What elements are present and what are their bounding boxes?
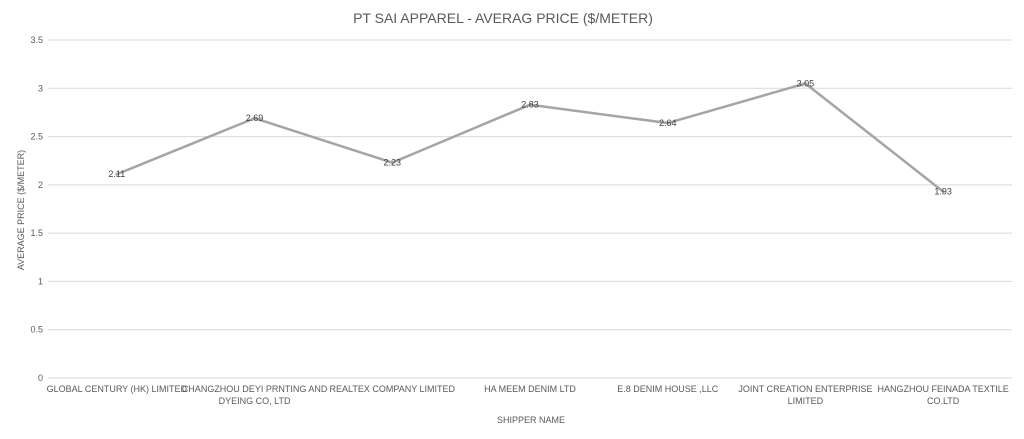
y-tick-label: 3 bbox=[38, 83, 43, 93]
data-point bbox=[666, 121, 670, 125]
data-label: 2.64 bbox=[659, 118, 677, 128]
x-tick-label: GLOBAL CENTURY (HK) LIMITED bbox=[47, 384, 188, 394]
data-point bbox=[115, 172, 119, 176]
data-point bbox=[941, 190, 945, 194]
x-axis-title: SHIPPER NAME bbox=[497, 415, 565, 425]
x-tick-label: CHANGZHOU DEYI PRNTING AND DYEING CO, LTD bbox=[182, 384, 328, 406]
y-tick-label: 1 bbox=[38, 276, 43, 286]
data-point bbox=[253, 116, 257, 120]
y-tick-label: 2.5 bbox=[30, 132, 43, 142]
data-labels: 2.11 2.69 2.23 2.83 2.64 3.05 1.93 bbox=[108, 78, 951, 196]
x-tick-label: JOINT CREATION ENTERPRISE LIMITED bbox=[738, 384, 872, 406]
x-tick-label: HANGZHOU FEINADA TEXTILE CO.LTD bbox=[877, 384, 1008, 406]
x-tick-label: E.8 DENIM HOUSE ,LLC bbox=[617, 384, 719, 394]
y-tick-label: 1.5 bbox=[30, 228, 43, 238]
y-tick-label: 3.5 bbox=[30, 35, 43, 45]
data-label: 2.11 bbox=[108, 169, 125, 179]
data-label: 1.93 bbox=[934, 187, 952, 197]
data-label: 2.23 bbox=[384, 158, 402, 168]
series-layer bbox=[115, 81, 945, 194]
x-tick-label: HA MEEM DENIM LTD bbox=[484, 384, 576, 394]
data-label: 3.05 bbox=[797, 78, 815, 88]
data-label: 2.83 bbox=[521, 100, 539, 110]
y-axis-title: AVERAGE PRICE ($/METER) bbox=[16, 150, 26, 270]
data-point bbox=[803, 81, 807, 85]
data-label: 2.69 bbox=[246, 113, 264, 123]
y-tick-label: 2 bbox=[38, 180, 43, 190]
data-point bbox=[528, 103, 532, 107]
y-tick-label: 0 bbox=[38, 373, 43, 383]
y-tick-label: 0.5 bbox=[30, 325, 43, 335]
data-point bbox=[390, 161, 394, 165]
y-tick-labels: 0 0.5 1 1.5 2 2.5 3 3.5 bbox=[30, 35, 43, 383]
x-tick-label: REALTEX COMPANY LIMITED bbox=[330, 384, 456, 394]
gridlines bbox=[48, 39, 1012, 379]
chart-title: PT SAI APPAREL - AVERAG PRICE ($/METER) bbox=[353, 10, 653, 26]
